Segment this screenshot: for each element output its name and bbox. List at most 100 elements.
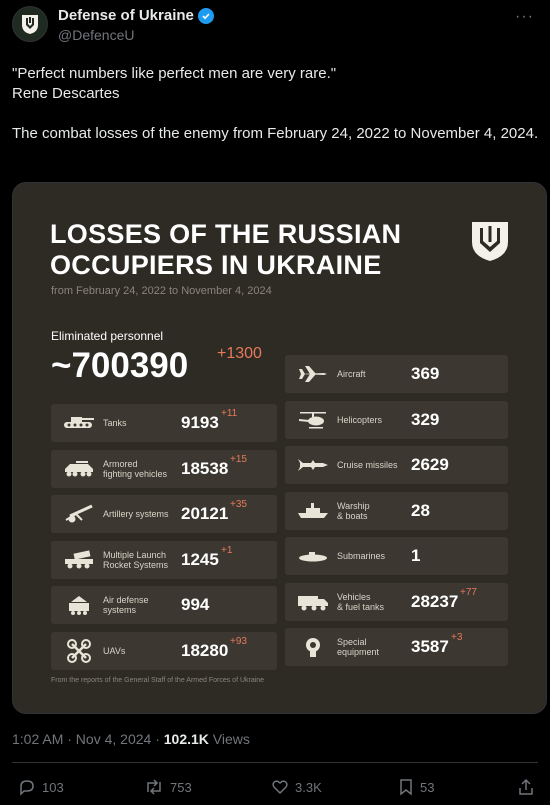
missile-icon [295,453,331,477]
stat-label: Tanks [103,418,127,428]
stat-label: Warship & boats [337,500,370,521]
personnel-label: Eliminated personnel [51,329,164,343]
helicopter-icon [295,408,331,432]
tweet-text: "Perfect numbers like perfect men are ve… [12,64,542,144]
bookmark-button[interactable]: 53 [398,778,434,796]
stat-label: Armored fighting vehicles [103,458,168,479]
aircraft-icon [295,362,331,386]
stat-tile: Aircraft 369 [285,355,508,393]
submarine-icon [295,544,331,568]
infographic-subtitle: from February 24, 2022 to November 4, 20… [51,285,272,297]
share-icon [519,778,533,795]
warship-icon [295,499,331,523]
stat-delta: +35 [230,499,247,510]
stat-tile: Submarines 1 [285,537,508,575]
stat-tile: Cruise missiles 2629 [285,446,508,484]
reply-count: 103 [42,779,64,795]
stat-label: Aircraft [337,369,366,379]
action-bar: 103 753 3.3K 53 [0,775,550,799]
stat-label: Artillery systems [103,509,169,519]
title-line-1: LOSSES OF THE RUSSIAN [50,219,402,249]
more-options-icon[interactable]: ··· [515,8,534,25]
trident-icon [22,15,38,34]
stat-tile: Vehicles & fuel tanks 28237 +77 [285,582,508,621]
stat-delta: +15 [230,453,247,465]
stat-tile: Air defense systems 994 [51,586,277,624]
account-handle[interactable]: @DefenceU [58,27,135,43]
stat-value: 20121 [181,504,229,523]
stat-value: 1245 [181,549,219,569]
divider [12,762,538,763]
tweet-quote-author: Rene Descartes [12,85,120,102]
views-label: Views [208,731,250,747]
repost-icon [147,779,161,795]
infographic-title: LOSSES OF THE RUSSIAN OCCUPIERS IN UKRAI… [50,219,401,281]
stat-label: Vehicles & fuel tanks [337,591,385,612]
stat-value: 1 [411,546,421,565]
stat-value: 3587 [411,637,449,656]
stat-tile: Helicopters 329 [285,400,508,439]
title-line-2: OCCUPIERS IN UKRAINE [50,250,382,280]
stat-delta: +3 [451,632,463,643]
stat-delta: +1 [221,544,233,556]
stat-value: 18280 [181,640,229,660]
drone-icon [61,638,97,663]
tweet-body: The combat losses of the enemy from Febr… [12,125,539,142]
source-footnote: From the reports of the General Staff of… [51,677,265,684]
artillery-icon [61,502,97,526]
stat-delta: +77 [460,586,477,598]
armored-vehicle-icon [61,457,97,481]
account-name-text[interactable]: Defense of Ukraine [58,7,194,24]
stat-label: Submarines [337,551,386,561]
bookmark-icon [400,779,412,796]
stat-label: UAVs [103,645,126,656]
personnel-value: ~700390 [51,346,189,385]
account-name[interactable]: Defense of Ukraine [58,7,214,24]
reply-button[interactable]: 103 [18,778,64,796]
verified-badge-icon [197,7,214,24]
views-count: 102.1K [163,731,209,747]
truck-icon [295,590,331,614]
like-count: 3.3K [295,779,322,795]
stat-delta: +93 [230,635,247,647]
stat-value: 369 [411,364,440,383]
reply-icon [20,780,34,796]
stat-label: Special equipment [337,637,380,657]
infographic-card[interactable]: LOSSES OF THE RUSSIAN OCCUPIERS IN UKRAI… [12,182,547,714]
stat-label: Helicopters [337,414,383,425]
stat-value: 2629 [411,455,449,474]
stat-tile: Multiple Launch Rocket Systems 1245 +1 [51,540,277,579]
avatar[interactable] [12,6,48,42]
stat-tile: Special equipment 3587 +3 [285,628,508,666]
repost-button[interactable]: 753 [144,778,192,796]
stat-value: 9193 [181,413,219,432]
bookmark-count: 53 [420,779,435,795]
stat-value: 28237 [411,591,459,611]
repost-count: 753 [170,779,192,795]
special-equipment-icon [295,635,331,659]
tweet-timestamp[interactable]: 1:02 AM · Nov 4, 2024 · 102.1K Views [12,731,250,747]
stat-label: Multiple Launch Rocket Systems [103,549,169,570]
tank-icon [61,411,97,435]
stat-tile: Tanks 9193 +11 [51,404,277,442]
trident-emblem-icon [472,222,508,261]
rocket-launcher-icon [61,548,97,572]
personnel-delta: +1300 [217,345,262,362]
stat-label: Air defense systems [103,595,149,615]
stat-value: 994 [181,595,210,614]
like-button[interactable]: 3.3K [271,778,322,796]
air-defense-icon [61,593,97,617]
stat-tile: Warship & boats 28 [285,491,508,530]
stat-tile: Artillery systems 20121 +35 [51,495,277,533]
stat-value: 28 [411,500,430,520]
share-button[interactable] [518,778,534,796]
stat-value: 18538 [181,458,229,478]
tweet-time[interactable]: 1:02 AM · Nov 4, 2024 · [12,731,164,747]
stat-value: 329 [411,409,440,429]
tweet-quote: "Perfect numbers like perfect men are ve… [12,65,337,82]
stat-tile: Armored fighting vehicles 18538 +15 [51,449,277,488]
stat-tile: UAVs 18280 +93 [51,631,277,670]
stat-label: Cruise missiles [337,460,398,470]
heart-icon [272,780,288,795]
stat-delta: +11 [221,408,238,419]
